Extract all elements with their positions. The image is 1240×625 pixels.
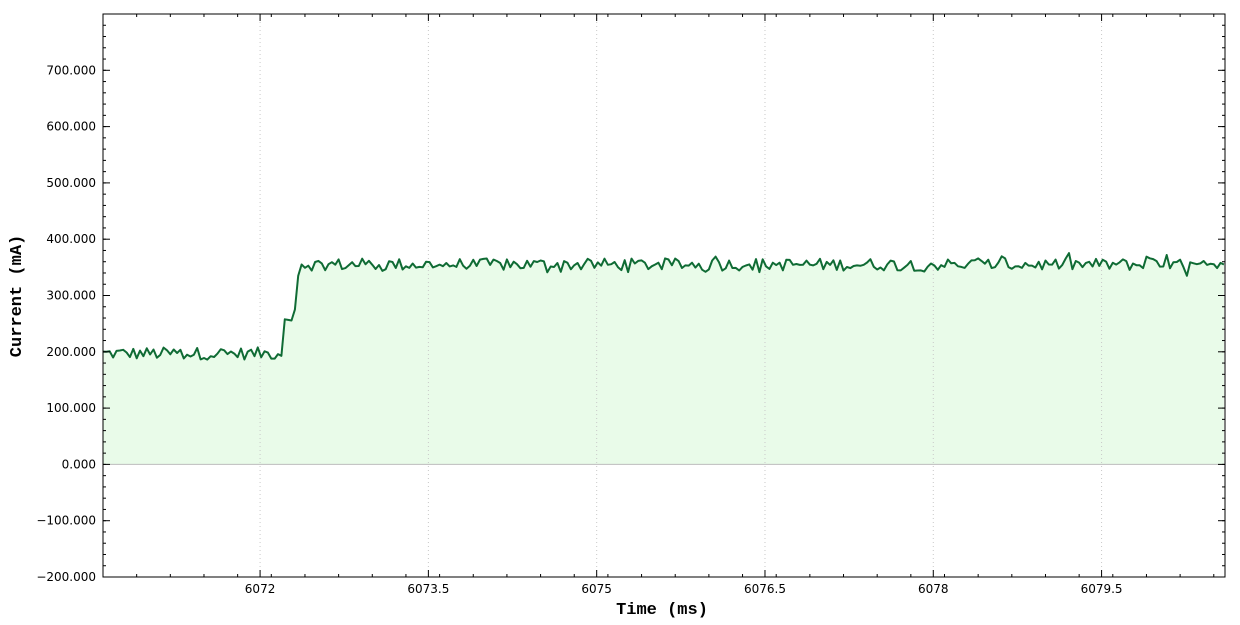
y-tick-label: 100.000: [46, 401, 96, 415]
x-tick-label: 6079.5: [1081, 582, 1123, 596]
y-axis-title: Current (mA): [8, 235, 27, 357]
y-tick-label: 400.000: [46, 232, 96, 246]
y-tick-label: −100.000: [36, 514, 96, 528]
y-tick-label: 0.000: [62, 457, 96, 471]
x-tick-label: 6072: [245, 582, 276, 596]
x-tick-label: 6075: [581, 582, 612, 596]
x-axis-title: Time (ms): [616, 601, 708, 620]
y-tick-label: 500.000: [46, 176, 96, 190]
x-tick-label: 6078: [918, 582, 949, 596]
y-tick-label: 300.000: [46, 289, 96, 303]
series-line: [102, 252, 1225, 361]
x-tick-label: 6076.5: [744, 582, 786, 596]
y-tick-label: 600.000: [46, 120, 96, 134]
y-tick-label: 700.000: [46, 63, 96, 77]
y-tick-label: −200.000: [36, 570, 96, 584]
y-tick-label: 200.000: [46, 345, 96, 359]
x-tick-label: 6073.5: [407, 582, 449, 596]
area-fill: [103, 253, 1224, 465]
